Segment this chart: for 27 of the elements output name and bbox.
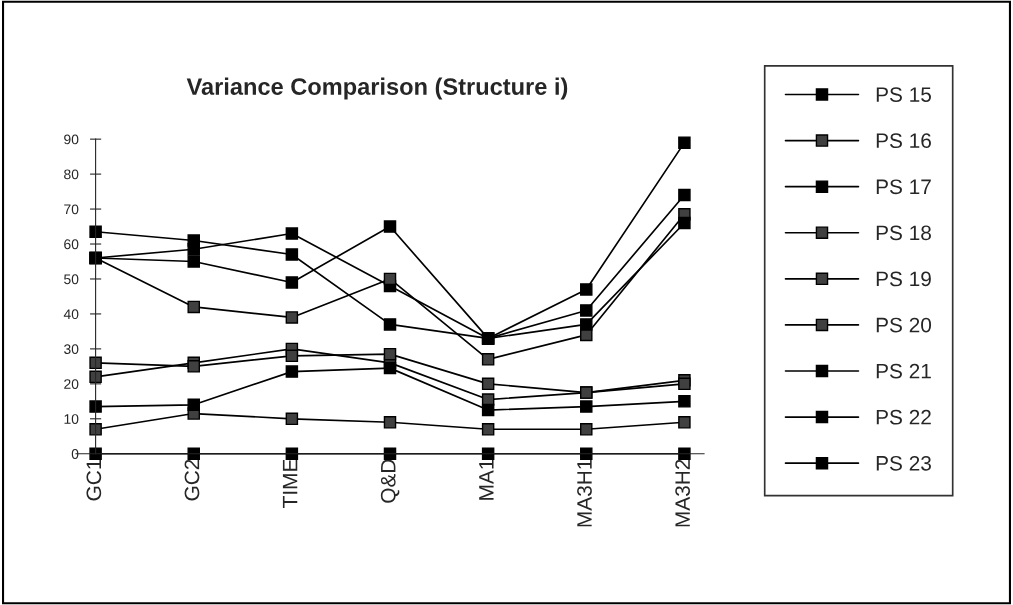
x-tick-label: MA3H1 <box>577 459 592 527</box>
y-tick-label: 60 <box>64 239 79 250</box>
chart-title: Variance Comparison (Structure i) <box>186 77 568 100</box>
legend-label: PS 23 <box>876 455 931 471</box>
y-tick-label: 10 <box>64 414 79 424</box>
y-tick-label: 20 <box>64 379 79 390</box>
y-tick-label: 90 <box>64 134 79 145</box>
y-tick-label: 80 <box>64 169 79 180</box>
legend-label: PS 22 <box>876 409 931 425</box>
y-tick-label: 50 <box>64 274 79 285</box>
legend-label: PS 16 <box>876 133 931 149</box>
x-tick-label: GC1 <box>86 459 102 501</box>
legend-label: PS 15 <box>876 87 931 102</box>
x-tick-label: GC2 <box>184 459 200 501</box>
legend-label: PS 21 <box>876 363 931 379</box>
legend-label: PS 19 <box>876 271 931 287</box>
x-tick-label: MA1 <box>479 459 494 500</box>
legend-label: PS 20 <box>876 317 932 333</box>
x-tick-label: Q&D <box>380 459 400 503</box>
y-tick-label: 70 <box>64 204 79 215</box>
y-tick-label: 0 <box>71 449 79 459</box>
legend-label: PS 17 <box>876 179 931 195</box>
x-tick-label: TIME <box>282 459 298 508</box>
y-tick-label: 40 <box>63 309 79 320</box>
y-tick-label: 30 <box>64 344 79 355</box>
legend-label: PS 18 <box>876 225 931 241</box>
x-tick-label: MA3H2 <box>675 459 690 527</box>
